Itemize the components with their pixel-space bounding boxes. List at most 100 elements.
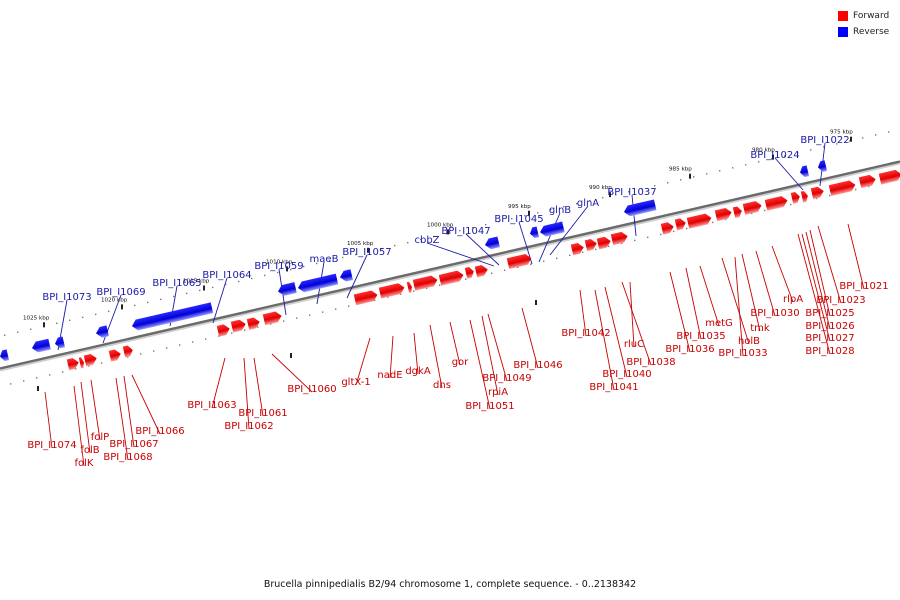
gene-arrow-fwd-9[interactable] [353,289,379,306]
gene-label-metg[interactable]: metG [705,318,733,329]
gene-arrow-fwd-18[interactable] [584,238,598,252]
gene-arrow-fwd-32[interactable] [858,174,877,189]
gene-label-maeb[interactable]: maeB [310,254,339,265]
gene-label-bpi-i1065[interactable]: BPI_I1065 [152,278,201,289]
gene-arrow-fwd-30[interactable] [810,186,825,200]
gene-arrow-fwd-1[interactable] [78,357,85,369]
gene-label-folp[interactable]: folP [91,432,109,443]
gene-label-bpi-i1027[interactable]: BPI_I1027 [805,333,854,344]
gene-label-tmk[interactable]: tmk [750,323,770,334]
gene-label-rpia[interactable]: rpiA [488,387,508,398]
gene-label-bpi-i1042[interactable]: BPI_I1042 [561,328,610,339]
gene-label-bpi-i1059[interactable]: BPI_I1059 [254,261,303,272]
gene-arrow-fwd-14[interactable] [464,266,475,279]
gene-label-bpi-i1067[interactable]: BPI_I1067 [109,439,158,450]
gene-arrow-fwd-33[interactable] [878,169,900,185]
gene-arrow-rev-0[interactable] [0,349,10,362]
gene-arrow-rev-4[interactable] [131,302,214,331]
gene-arrow-fwd-27[interactable] [764,195,789,211]
gene-arrow-fwd-19[interactable] [596,236,612,250]
gene-label-bpi-i1023[interactable]: BPI_I1023 [816,295,865,306]
gene-arrow-fwd-22[interactable] [674,217,687,231]
gene-label-bpi-i1024[interactable]: BPI_I1024 [750,150,799,161]
gene-arrow-fwd-3[interactable] [108,348,122,362]
gene-label-bpi-i1026[interactable]: BPI_I1026 [805,321,854,332]
gene-arrow-fwd-8[interactable] [262,310,283,326]
gene-label-bpi-i1061[interactable]: BPI_I1061 [238,408,287,419]
gene-label-glna[interactable]: glnA [577,198,599,209]
gene-arrow-rev-2[interactable] [54,336,66,349]
gene-label-dhs[interactable]: dhs [433,380,451,391]
gene-arrow-rev-5[interactable] [277,282,297,297]
gene-arrow-fwd-5[interactable] [216,323,231,337]
gene-arrow-fwd-29[interactable] [800,190,809,203]
gene-arrow-fwd-17[interactable] [570,242,585,256]
gene-label-folb[interactable]: folB [80,445,99,456]
gene-label-nade[interactable]: nadE [377,370,402,381]
gene-label-bpi-i1047[interactable]: BPI_I1047 [441,226,490,237]
gene-arrow-fwd-13[interactable] [438,270,465,286]
gene-arrow-fwd-31[interactable] [828,179,857,196]
gene-arrow-fwd-25[interactable] [732,206,743,219]
gene-label-bpi-i1038[interactable]: BPI_I1038 [626,357,675,368]
gene-arrow-fwd-2[interactable] [83,353,98,367]
gene-arrow-fwd-20[interactable] [610,231,629,246]
gene-label-gor[interactable]: gor [452,357,469,368]
gene-arrow-rev-8[interactable] [484,236,500,250]
gene-label-bpi-i1068[interactable]: BPI_I1068 [103,452,152,463]
gene-arrow-rev-12[interactable] [799,165,810,178]
gene-label-gltx-1[interactable]: gltX-1 [341,377,370,388]
gene-arrow-rev-10[interactable] [539,221,565,238]
gene-label-rlpa[interactable]: rlpA [783,294,803,305]
gene-label-cbbz[interactable]: cbbZ [414,235,439,246]
gene-label-bpi-i1025[interactable]: BPI_I1025 [805,308,854,319]
gene-label-bpi-i1037[interactable]: BPI_I1037 [607,187,656,198]
gene-arrow-fwd-0[interactable] [66,357,80,371]
gene-label-bpi-i1022[interactable]: BPI_I1022 [800,135,849,146]
gene-label-bpi-i1041[interactable]: BPI_I1041 [589,382,638,393]
gene-arrow-rev-13[interactable] [817,160,828,173]
gene-arrow-rev-6[interactable] [297,273,339,294]
gene-label-bpi-i1060[interactable]: BPI_I1060 [287,384,336,395]
gene-arrow-rev-9[interactable] [529,226,540,239]
gene-label-bpi-i1036[interactable]: BPI_I1036 [665,344,714,355]
gene-label-bpi-i1062[interactable]: BPI_I1062 [224,421,273,432]
gene-arrow-fwd-23[interactable] [686,213,713,229]
gene-label-holb[interactable]: holB [738,336,760,347]
gene-label-bpi-i1021[interactable]: BPI_I1021 [839,281,888,292]
gene-label-rluc[interactable]: rluC [624,339,644,350]
gene-arrow-fwd-26[interactable] [742,200,763,215]
gene-label-bpi-i1051[interactable]: BPI_I1051 [465,401,514,412]
gene-arrow-fwd-15[interactable] [474,264,489,278]
gene-label-bpi-i1057[interactable]: BPI_I1057 [342,247,391,258]
gene-arrow-fwd-11[interactable] [406,281,413,294]
gene-label-bpi-i1064[interactable]: BPI_I1064 [202,270,251,281]
gene-label-bpi-i1063[interactable]: BPI_I1063 [187,400,236,411]
gene-label-bpi-i1069[interactable]: BPI_I1069 [96,287,145,298]
gene-label-bpi-i1074[interactable]: BPI_I1074 [27,440,76,451]
gene-label-glnb[interactable]: glnB [549,205,571,216]
gene-label-bpi-i1046[interactable]: BPI_I1046 [513,360,562,371]
gene-label-folk[interactable]: folK [75,458,94,469]
gene-arrow-fwd-24[interactable] [714,207,733,222]
gene-arrow-fwd-7[interactable] [246,316,261,330]
gene-label-bpi-i1040[interactable]: BPI_I1040 [602,369,651,380]
gene-arrow-fwd-21[interactable] [660,221,675,235]
gene-label-bpi-i1049[interactable]: BPI_I1049 [482,373,531,384]
gene-label-bpi-i1035[interactable]: BPI_I1035 [676,331,725,342]
gene-arrow-rev-3[interactable] [95,325,109,338]
gene-label-bpi-i1045[interactable]: BPI_I1045 [494,214,543,225]
gene-label-bpi-i1033[interactable]: BPI_I1033 [718,348,767,359]
gene-arrow-fwd-16[interactable] [506,253,533,270]
gene-label-dgka[interactable]: dgkA [405,366,430,377]
gene-arrow-fwd-12[interactable] [412,275,439,291]
gene-arrow-rev-7[interactable] [339,269,353,282]
gene-arrow-fwd-10[interactable] [378,282,406,299]
gene-arrow-fwd-6[interactable] [230,319,247,333]
gene-arrow-fwd-4[interactable] [122,345,134,358]
gene-arrow-rev-1[interactable] [31,338,51,354]
gene-label-bpi-i1030[interactable]: BPI_I1030 [750,308,799,319]
gene-label-bpi-i1073[interactable]: BPI_I1073 [42,292,91,303]
gene-label-bpi-i1066[interactable]: BPI_I1066 [135,426,184,437]
gene-arrow-fwd-28[interactable] [790,191,801,204]
